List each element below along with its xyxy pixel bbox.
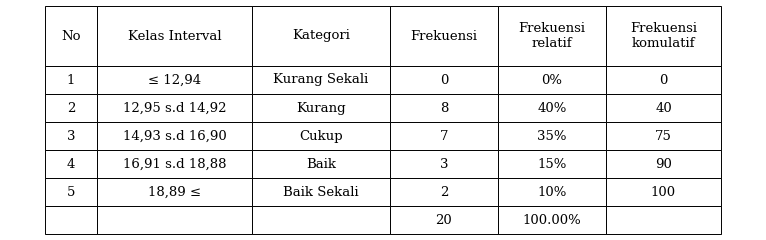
- Bar: [606, 206, 721, 234]
- Text: 4: 4: [67, 157, 75, 170]
- Bar: [45, 94, 97, 122]
- Text: 7: 7: [440, 130, 448, 143]
- Bar: [45, 178, 97, 206]
- Text: 100: 100: [651, 186, 676, 198]
- Text: 100.00%: 100.00%: [522, 214, 581, 227]
- Bar: [390, 6, 498, 66]
- Bar: [390, 178, 498, 206]
- Bar: [390, 150, 498, 178]
- Bar: [252, 150, 390, 178]
- Text: 40: 40: [655, 102, 672, 114]
- Text: 3: 3: [440, 157, 448, 170]
- Bar: [498, 178, 606, 206]
- Text: Kelas Interval: Kelas Interval: [128, 30, 221, 42]
- Bar: [97, 94, 252, 122]
- Text: 2: 2: [67, 102, 75, 114]
- Bar: [498, 122, 606, 150]
- Text: 90: 90: [655, 157, 672, 170]
- Bar: [606, 94, 721, 122]
- Text: 18,89 ≤: 18,89 ≤: [148, 186, 201, 198]
- Bar: [97, 6, 252, 66]
- Bar: [252, 94, 390, 122]
- Text: 75: 75: [655, 130, 672, 143]
- Bar: [252, 206, 390, 234]
- Text: 1: 1: [67, 73, 75, 86]
- Text: 14,93 s.d 16,90: 14,93 s.d 16,90: [123, 130, 227, 143]
- Bar: [252, 122, 390, 150]
- Bar: [45, 66, 97, 94]
- Bar: [390, 206, 498, 234]
- Text: Kurang: Kurang: [296, 102, 345, 114]
- Bar: [606, 66, 721, 94]
- Text: 8: 8: [440, 102, 448, 114]
- Bar: [390, 66, 498, 94]
- Text: 3: 3: [67, 130, 75, 143]
- Text: 2: 2: [440, 186, 448, 198]
- Text: 12,95 s.d 14,92: 12,95 s.d 14,92: [123, 102, 226, 114]
- Bar: [97, 122, 252, 150]
- Text: Frekuensi: Frekuensi: [411, 30, 477, 42]
- Text: Baik Sekali: Baik Sekali: [283, 186, 358, 198]
- Text: Kategori: Kategori: [292, 30, 350, 42]
- Bar: [97, 150, 252, 178]
- Text: 15%: 15%: [537, 157, 567, 170]
- Bar: [498, 94, 606, 122]
- Bar: [390, 94, 498, 122]
- Text: 16,91 s.d 18,88: 16,91 s.d 18,88: [123, 157, 226, 170]
- Bar: [498, 66, 606, 94]
- Text: Frekuensi
komulatif: Frekuensi komulatif: [630, 22, 697, 50]
- Bar: [606, 122, 721, 150]
- Bar: [97, 66, 252, 94]
- Text: 35%: 35%: [537, 130, 567, 143]
- Bar: [45, 206, 97, 234]
- Bar: [606, 6, 721, 66]
- Bar: [498, 6, 606, 66]
- Bar: [498, 150, 606, 178]
- Text: 0: 0: [660, 73, 668, 86]
- Text: Kurang Sekali: Kurang Sekali: [273, 73, 368, 86]
- Bar: [390, 122, 498, 150]
- Bar: [606, 178, 721, 206]
- Text: ≤ 12,94: ≤ 12,94: [148, 73, 201, 86]
- Text: 0%: 0%: [542, 73, 562, 86]
- Text: 20: 20: [436, 214, 453, 227]
- Text: No: No: [61, 30, 80, 42]
- Bar: [45, 150, 97, 178]
- Text: 5: 5: [67, 186, 75, 198]
- Bar: [606, 150, 721, 178]
- Text: 10%: 10%: [537, 186, 567, 198]
- Text: 40%: 40%: [537, 102, 567, 114]
- Bar: [97, 178, 252, 206]
- Bar: [252, 66, 390, 94]
- Text: 0: 0: [440, 73, 448, 86]
- Text: Baik: Baik: [306, 157, 336, 170]
- Bar: [252, 6, 390, 66]
- Bar: [45, 6, 97, 66]
- Bar: [97, 206, 252, 234]
- Text: Frekuensi
relatif: Frekuensi relatif: [519, 22, 585, 50]
- Bar: [45, 122, 97, 150]
- Bar: [252, 178, 390, 206]
- Bar: [498, 206, 606, 234]
- Text: Cukup: Cukup: [300, 130, 343, 143]
